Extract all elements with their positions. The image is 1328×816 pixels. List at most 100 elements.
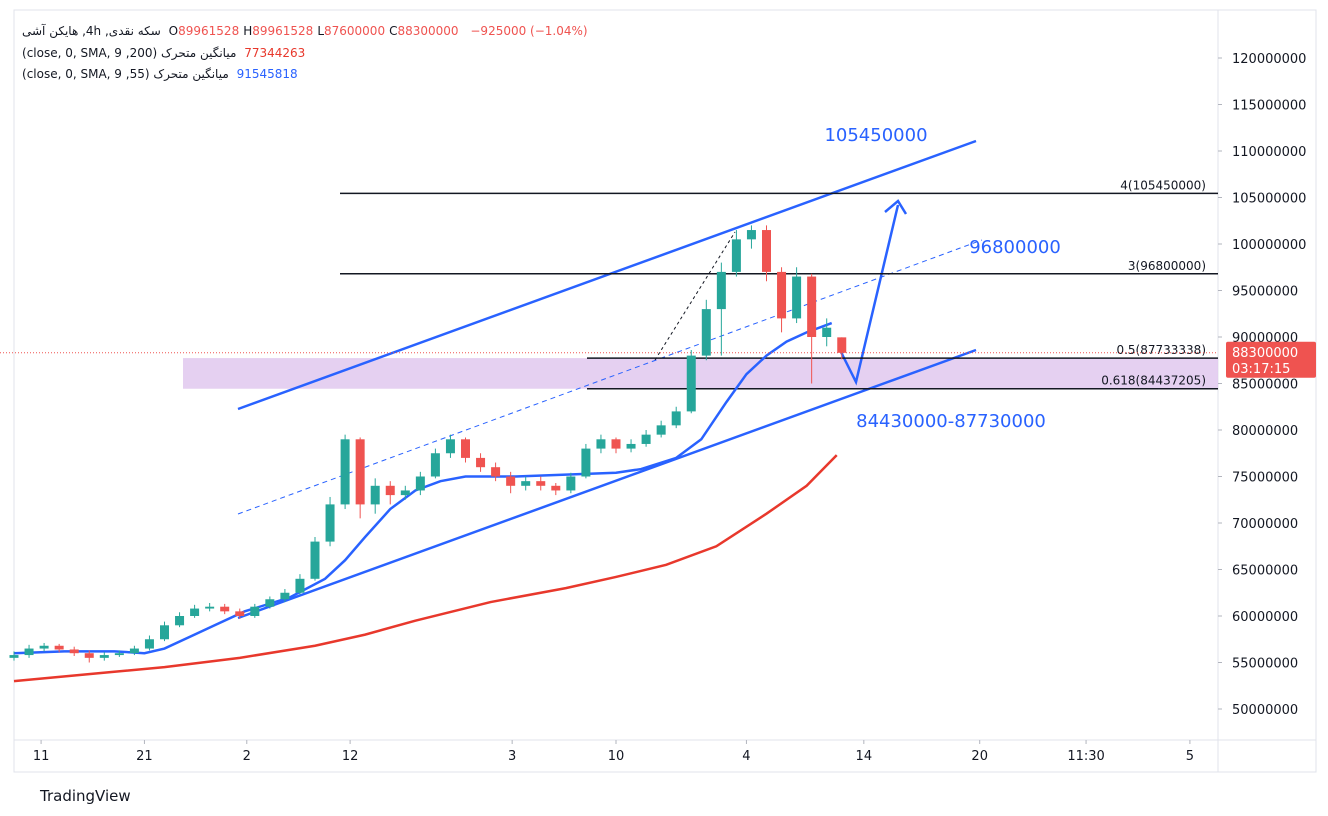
- candle-body: [566, 476, 576, 491]
- candle-body: [280, 592, 290, 600]
- candle-body: [430, 453, 440, 477]
- x-tick-label: 5: [1186, 749, 1194, 764]
- candle-body: [777, 271, 787, 319]
- legend-main: سکه نقدی, 4h, هایکن آشی O89961528 H899615…: [22, 24, 592, 38]
- candle-body: [144, 639, 154, 649]
- candle-body: [701, 309, 711, 356]
- x-tick-label: 2: [243, 749, 251, 764]
- candle-body: [39, 645, 49, 649]
- candle-body: [235, 611, 245, 616]
- arrow-head: [884, 199, 908, 215]
- annotation: 96800000: [969, 237, 1061, 258]
- candle-body: [370, 485, 380, 505]
- candle-body: [9, 655, 19, 658]
- candle-body: [746, 230, 756, 240]
- candle-body: [445, 439, 455, 454]
- candle-body: [160, 625, 169, 640]
- candle-body: [190, 608, 200, 616]
- x-tick-label: 14: [856, 749, 873, 764]
- frame: [13, 9, 1317, 773]
- legend-ma55: میانگین متحرک (55, close, 0, SMA, 9) 915…: [22, 67, 302, 81]
- y-tick-label: 110000000: [1232, 145, 1306, 160]
- candle-body: [521, 481, 531, 486]
- candle-body: [611, 439, 621, 449]
- candle-body: [114, 653, 124, 656]
- y-tick-label: 115000000: [1232, 99, 1306, 114]
- y-tick-label: 50000000: [1232, 703, 1298, 718]
- x-tick-label: 12: [342, 749, 359, 764]
- y-tick-label: 80000000: [1232, 424, 1298, 439]
- moving-average: [13, 321, 833, 655]
- candle-body: [175, 616, 185, 626]
- y-tick-label: 95000000: [1232, 285, 1298, 300]
- fib-label: 0.5(87733338): [1116, 343, 1206, 357]
- candle-body: [762, 230, 771, 272]
- ma-name: میانگین متحرک (200, close, 0, SMA, 9): [22, 46, 237, 60]
- fib-label: 0.618(84437205): [1101, 374, 1206, 388]
- candle-body: [265, 599, 275, 607]
- candle-body: [731, 239, 741, 272]
- ohlc-value: 89961528: [178, 24, 240, 38]
- fib-connector: [654, 231, 736, 361]
- ma-value: 77344263: [244, 46, 306, 60]
- price-label: 88300000: [1232, 346, 1298, 361]
- moving-average: [13, 454, 838, 683]
- brand[interactable]: TradingView: [39, 787, 131, 805]
- y-tick-label: 120000000: [1232, 52, 1306, 67]
- candle-body: [461, 439, 470, 458]
- y-tick-label: 105000000: [1232, 192, 1306, 207]
- y-tick-label: 70000000: [1232, 517, 1298, 532]
- candle-body: [325, 504, 335, 542]
- annotation: 105450000: [824, 125, 927, 146]
- change: −925000 (−1.04%): [470, 24, 588, 38]
- candle-body: [686, 355, 696, 412]
- countdown: 03:17:15: [1232, 362, 1290, 377]
- candle-body: [506, 476, 516, 486]
- candle-body: [310, 541, 320, 579]
- channel-lower: [237, 348, 977, 620]
- candle-body: [24, 648, 34, 656]
- legend-ma200: میانگین متحرک (200, close, 0, SMA, 9) 77…: [22, 46, 309, 60]
- candle-body: [671, 411, 681, 426]
- channel-middle: [237, 239, 983, 515]
- y-tick-label: 85000000: [1232, 378, 1298, 393]
- y-tick-label: 60000000: [1232, 610, 1298, 625]
- x-tick-label: 10: [608, 749, 625, 764]
- price-label-box: [1226, 341, 1316, 378]
- annotation: 84430000-87730000: [856, 411, 1046, 432]
- fib-label: 4(105450000): [1120, 178, 1206, 192]
- candle-body: [99, 655, 109, 658]
- x-tick-label: 20: [971, 749, 988, 764]
- candle-body: [656, 425, 666, 435]
- candle-body: [84, 653, 94, 658]
- ma-value: 91545818: [236, 67, 298, 81]
- candle-body: [415, 476, 425, 491]
- candle-body: [220, 606, 230, 612]
- candle-body: [491, 467, 501, 477]
- channel-upper: [237, 139, 977, 411]
- candle-body: [295, 578, 305, 593]
- candle-body: [551, 485, 561, 491]
- candle-body: [250, 606, 260, 616]
- ohlc-letter: O: [168, 24, 179, 38]
- candle-body: [536, 481, 546, 486]
- ohlc-letter: C: [389, 24, 398, 38]
- candle-body: [54, 645, 64, 650]
- support-zone: [183, 358, 1218, 389]
- candle-body: [205, 606, 215, 609]
- candle-body: [340, 439, 350, 505]
- candle-body: [129, 648, 139, 654]
- candle-body: [596, 439, 606, 449]
- candle-body: [822, 327, 832, 337]
- candle-body: [792, 276, 802, 319]
- x-tick-label: 11: [33, 749, 50, 764]
- candle-body: [716, 271, 726, 310]
- ohlc: O89961528 H89961528 L87600000 C88300000: [169, 24, 463, 38]
- ohlc-letter: H: [243, 24, 253, 38]
- x-tick-label: 3: [508, 749, 516, 764]
- y-tick-label: 100000000: [1232, 238, 1306, 253]
- ohlc-value: 89961528: [252, 24, 314, 38]
- candle-body: [476, 457, 486, 468]
- candle-body: [837, 337, 847, 353]
